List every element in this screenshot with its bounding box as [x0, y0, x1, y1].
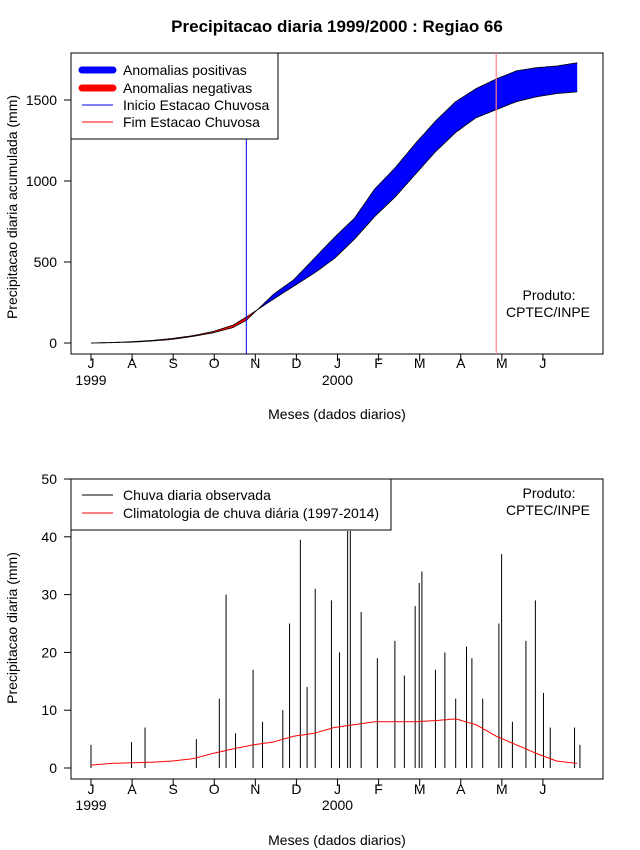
top-y-tick-label: 1000 [26, 173, 57, 189]
bottom-y-tick-label: 10 [41, 702, 57, 718]
bottom-x-tick-label: A [456, 781, 466, 797]
bottom-x-tick-label: M [414, 781, 426, 797]
top-y-axis-label: Precipitacao diaria acumulada (mm) [4, 95, 20, 319]
top-x-axis-label: Meses (dados diarios) [268, 406, 406, 422]
bottom-x-tick-label: M [496, 781, 508, 797]
bottom-x-tick-label: D [291, 781, 301, 797]
top-x-tick-label: A [456, 355, 466, 371]
top-x-tick-label: M [414, 355, 426, 371]
top-credit-line1: Produto: [523, 287, 576, 303]
top-plot-area [91, 53, 578, 354]
bottom-x-tick-label: J [88, 781, 95, 797]
bottom-y-tick-label: 30 [41, 587, 57, 603]
positive-anomaly-area [257, 62, 578, 311]
bottom-x-tick-label: N [250, 781, 260, 797]
bottom-year-label-1999: 1999 [75, 797, 106, 813]
legend-observed-label: Chuva diaria observada [123, 487, 271, 503]
bottom-x-tick-label: S [168, 781, 177, 797]
top-x-tick-label: N [250, 355, 260, 371]
top-credit-line2: CPTEC/INPE [506, 304, 590, 320]
chart-title: Precipitacao diaria 1999/2000 : Regiao 6… [171, 17, 503, 36]
bottom-x-tick-label: O [209, 781, 220, 797]
top-x-tick-label: M [496, 355, 508, 371]
top-x-tick-label: J [334, 355, 341, 371]
top-x-tick-label: O [209, 355, 220, 371]
top-x-tick-label: F [374, 355, 383, 371]
bottom-legend-box [70, 478, 392, 531]
legend-start-label: Inicio Estacao Chuvosa [123, 97, 270, 113]
bottom-y-tick-label: 0 [49, 760, 57, 776]
bottom-y-tick-label: 40 [41, 529, 57, 545]
top-x-tick-label: S [168, 355, 177, 371]
bottom-x-tick-label: F [374, 781, 383, 797]
top-x-tick-label: A [127, 355, 137, 371]
bottom-year-label-2000: 2000 [322, 797, 353, 813]
top-y-tick-label: 0 [49, 335, 57, 351]
bottom-x-axis-label: Meses (dados diarios) [268, 832, 406, 848]
climatology-daily-line [90, 718, 578, 766]
bottom-credit-line2: CPTEC/INPE [506, 502, 590, 518]
top-y-tick-label: 1500 [26, 92, 57, 108]
top-x-tick-label: J [539, 355, 546, 371]
bottom-legend: Chuva diaria observada Climatologia de c… [70, 478, 392, 531]
top-x-tick-label: D [291, 355, 301, 371]
top-legend: Anomalias positivas Anomalias negativas … [70, 52, 279, 140]
bottom-credit-line1: Produto: [523, 485, 576, 501]
bottom-x-tick-label: A [127, 781, 137, 797]
top-year-label-1999: 1999 [75, 372, 106, 388]
bottom-x-tick-label: J [539, 781, 546, 797]
top-y-tick-label: 500 [34, 254, 58, 270]
legend-end-label: Fim Estacao Chuvosa [123, 114, 260, 130]
top-year-label-2000: 2000 [322, 372, 353, 388]
legend-climatology-label: Climatologia de chuva diária (1997-2014) [123, 505, 379, 521]
legend-positive-label: Anomalias positivas [123, 62, 247, 78]
top-x-tick-label: J [88, 355, 95, 371]
bottom-y-tick-label: 50 [41, 471, 57, 487]
bottom-y-tick-label: 20 [41, 644, 57, 660]
bottom-y-axis-label: Precipitacao diaria (mm) [4, 552, 20, 704]
legend-negative-label: Anomalias negativas [123, 80, 252, 96]
bottom-x-tick-label: J [334, 781, 341, 797]
bottom-plot-area [90, 531, 581, 768]
